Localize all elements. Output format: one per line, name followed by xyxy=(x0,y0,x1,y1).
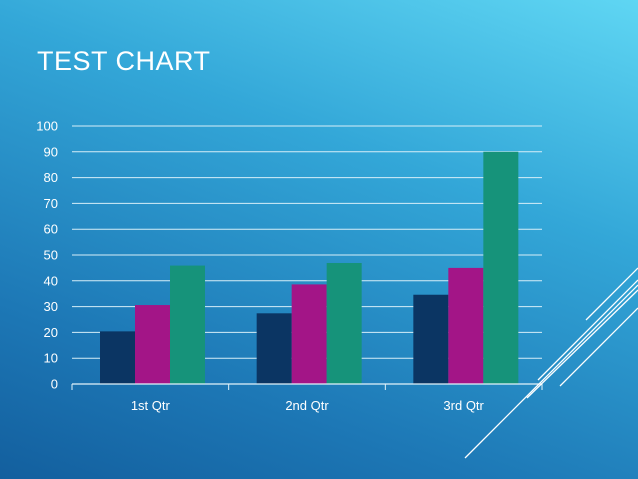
bars xyxy=(100,151,519,384)
x-tick-label: 2nd Qtr xyxy=(285,398,329,413)
decor-line xyxy=(537,279,638,381)
bar xyxy=(483,151,519,384)
slide-title: TEST CHART xyxy=(37,46,211,76)
bar xyxy=(448,267,484,384)
bar xyxy=(326,262,362,384)
y-tick-label: 20 xyxy=(44,325,58,340)
y-tick-label: 40 xyxy=(44,273,58,288)
decor-line xyxy=(559,307,638,387)
bar xyxy=(413,294,449,384)
y-tick-label: 80 xyxy=(44,170,58,185)
bar xyxy=(291,284,327,384)
y-tick-label: 70 xyxy=(44,196,58,211)
axes xyxy=(71,383,543,390)
tick-labels: 0 10 20 30 40 50 60 70 80 90 100 1st Qtr 2nd Qtr 3rd … xyxy=(36,119,484,414)
y-tick-label: 90 xyxy=(44,144,58,159)
y-tick-label: 100 xyxy=(36,119,58,134)
x-tick-label: 1st Qtr xyxy=(131,398,171,413)
bar xyxy=(256,313,292,384)
y-tick-label: 0 xyxy=(51,377,58,392)
bar xyxy=(135,305,170,384)
y-tick-label: 60 xyxy=(44,222,58,237)
x-tick-label: 3rd Qtr xyxy=(443,398,484,413)
decor-line xyxy=(585,267,638,321)
bar xyxy=(100,331,135,384)
decor-line xyxy=(526,289,638,399)
y-tick-label: 50 xyxy=(44,248,58,263)
y-tick-label: 10 xyxy=(44,351,58,366)
bar xyxy=(170,265,205,384)
y-tick-label: 30 xyxy=(44,299,58,314)
decor-line xyxy=(464,284,638,459)
